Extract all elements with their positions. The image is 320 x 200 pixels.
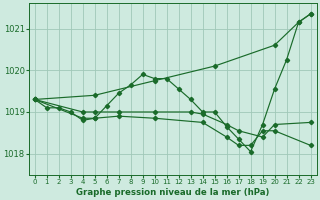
- X-axis label: Graphe pression niveau de la mer (hPa): Graphe pression niveau de la mer (hPa): [76, 188, 269, 197]
